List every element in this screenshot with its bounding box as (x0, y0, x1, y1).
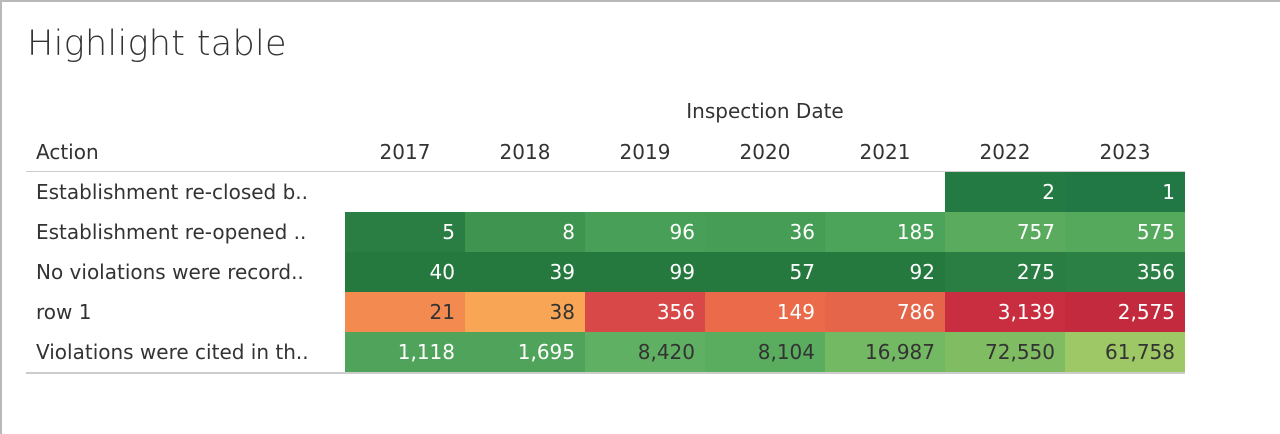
table-cell[interactable]: 1,695 (465, 332, 585, 372)
column-header-2017: 2017 (379, 140, 431, 164)
table-cell[interactable]: 99 (585, 252, 705, 292)
table-cell[interactable]: 38 (465, 292, 585, 332)
table-cell[interactable]: 39 (465, 252, 585, 292)
row-label: row 1 (36, 300, 92, 324)
table-cell[interactable]: 96 (585, 212, 705, 252)
table-cell[interactable]: 757 (945, 212, 1065, 252)
table-cell[interactable]: 1,118 (345, 332, 465, 372)
row-label: Establishment re-opened .. (36, 220, 307, 244)
table-cell[interactable] (705, 172, 825, 212)
table-cell[interactable]: 8 (465, 212, 585, 252)
table-cell[interactable]: 3,139 (945, 292, 1065, 332)
table-cell[interactable]: 356 (585, 292, 705, 332)
row-label: Establishment re-closed b.. (36, 180, 309, 204)
table-cell[interactable]: 72,550 (945, 332, 1065, 372)
table-cell[interactable]: 5 (345, 212, 465, 252)
table-cell[interactable]: 61,758 (1065, 332, 1185, 372)
table-cell[interactable]: 786 (825, 292, 945, 332)
table-cell[interactable]: 2,575 (1065, 292, 1185, 332)
table-cell[interactable]: 92 (825, 252, 945, 292)
table-bottom-divider (26, 372, 1185, 374)
table-cell[interactable]: 275 (945, 252, 1065, 292)
table-cell[interactable]: 36 (705, 212, 825, 252)
table-cell[interactable]: 2 (945, 172, 1065, 212)
table-cell[interactable]: 8,420 (585, 332, 705, 372)
table-cell[interactable] (345, 172, 465, 212)
table-cell[interactable]: 40 (345, 252, 465, 292)
table-cell[interactable]: 8,104 (705, 332, 825, 372)
table-cell[interactable]: 575 (1065, 212, 1185, 252)
row-label: No violations were record.. (36, 260, 304, 284)
column-header-2021: 2021 (859, 140, 911, 164)
table-cell[interactable] (585, 172, 705, 212)
page-title: Highlight table (27, 24, 287, 64)
table-cell[interactable] (465, 172, 585, 212)
column-header-2020: 2020 (739, 140, 791, 164)
column-header-2019: 2019 (619, 140, 671, 164)
table-cell[interactable]: 149 (705, 292, 825, 332)
table-cell[interactable]: 1 (1065, 172, 1185, 212)
table-cell[interactable]: 16,987 (825, 332, 945, 372)
table-cell[interactable]: 356 (1065, 252, 1185, 292)
column-header-2022: 2022 (979, 140, 1031, 164)
column-header-2018: 2018 (499, 140, 551, 164)
row-label: Violations were cited in th.. (36, 340, 309, 364)
table-cell[interactable]: 21 (345, 292, 465, 332)
column-header-2023: 2023 (1099, 140, 1151, 164)
column-group-label: Inspection Date (686, 99, 844, 123)
table-cell[interactable] (825, 172, 945, 212)
row-header-label: Action (36, 140, 99, 164)
header-divider (26, 171, 1185, 172)
table-cell[interactable]: 185 (825, 212, 945, 252)
table-cell[interactable]: 57 (705, 252, 825, 292)
